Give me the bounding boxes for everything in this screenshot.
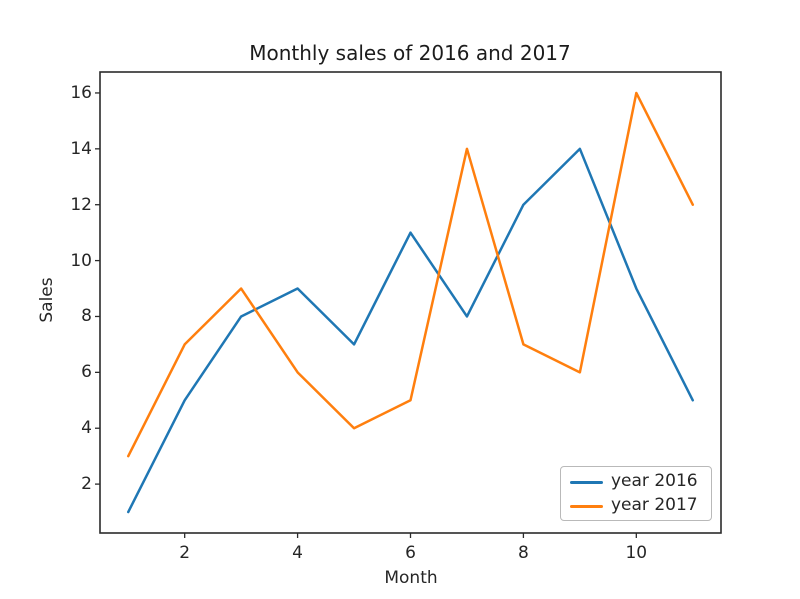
x-tick-label: 6 <box>405 543 416 563</box>
y-tick-label: 2 <box>81 474 92 495</box>
x-tick-label: 10 <box>625 543 648 563</box>
plot-frame <box>99 71 722 534</box>
legend-label: year 2016 <box>611 471 698 491</box>
x-tick-label: 4 <box>292 543 303 563</box>
legend-item: year 2016 <box>561 470 711 494</box>
y-tick-label: 14 <box>70 138 92 159</box>
legend-item: year 2017 <box>561 494 711 518</box>
y-tick-label: 6 <box>81 362 92 383</box>
y-tick-label: 8 <box>81 306 92 327</box>
x-tick-label: 2 <box>179 543 191 563</box>
y-tick-label: 16 <box>70 82 92 103</box>
legend-line-swatch <box>570 481 603 484</box>
x-axis-label: Month <box>384 568 438 588</box>
series-line-year-2017 <box>126 91 695 458</box>
legend: year 2016 year 2017 <box>560 466 712 521</box>
series-line-year-2016 <box>126 147 695 514</box>
y-tick-label: 10 <box>70 250 92 271</box>
y-tick-label: 4 <box>81 418 92 439</box>
legend-line-swatch <box>570 505 603 508</box>
chart-title: Monthly sales of 2016 and 2017 <box>249 41 571 65</box>
legend-label: year 2017 <box>611 495 698 515</box>
y-tick-label: 12 <box>70 194 92 215</box>
x-tick-label: 8 <box>517 543 529 563</box>
